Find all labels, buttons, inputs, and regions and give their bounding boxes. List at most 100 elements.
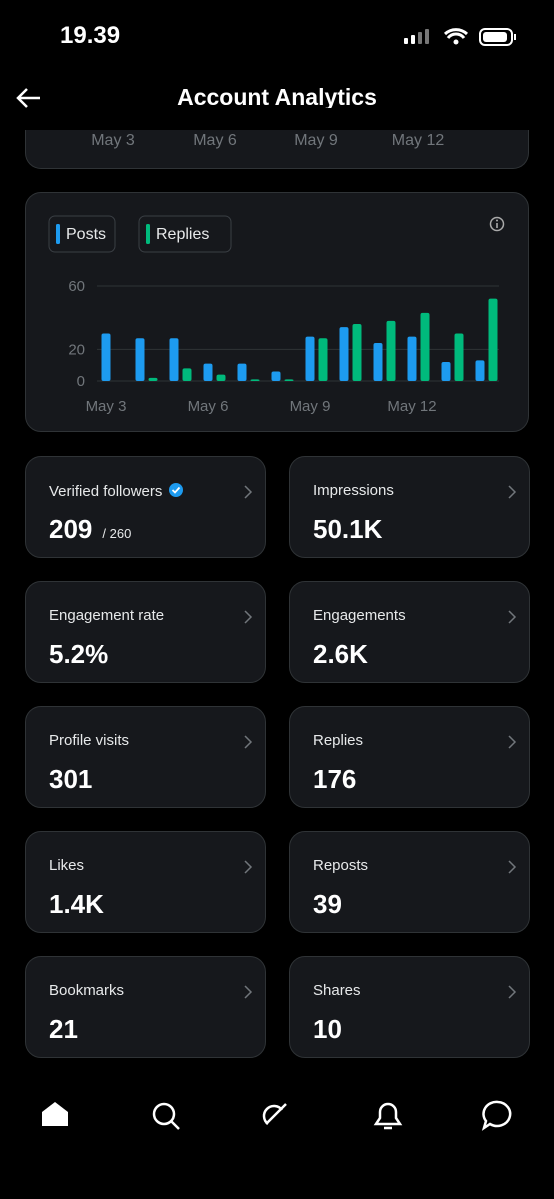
verified-badge: [162, 483, 184, 500]
stat-card[interactable]: Impressions 50.1K: [289, 456, 530, 558]
notifications-icon[interactable]: [373, 1102, 403, 1130]
grok-icon[interactable]: [262, 1103, 287, 1125]
search-icon[interactable]: [152, 1102, 176, 1126]
stat-number: 21: [49, 1014, 78, 1044]
stat-number: 209: [49, 514, 93, 544]
bar: [135, 338, 145, 381]
stat-card[interactable]: Verified followers 209 / 260: [25, 456, 266, 558]
bar: [441, 362, 451, 381]
bar: [352, 324, 362, 381]
bar: [318, 338, 328, 381]
chevron: [507, 735, 517, 754]
bar: [284, 379, 294, 381]
stat-card[interactable]: Engagements 2.6K: [289, 581, 530, 683]
chevron: [243, 735, 253, 754]
legend-box: [48, 215, 116, 253]
x-label: May 9: [294, 132, 338, 149]
stat-number: 301: [49, 764, 93, 794]
stat-card[interactable]: Replies 176: [289, 706, 530, 808]
stat-number: 1.4K: [49, 889, 104, 919]
stat-card[interactable]: Likes 1.4K: [25, 831, 266, 933]
stat-value: 176: [313, 764, 356, 795]
stat-number: 5.2%: [49, 639, 109, 669]
bar: [488, 298, 498, 381]
legend-item: Replies: [138, 215, 232, 253]
stat-value: 5.2%: [49, 639, 108, 670]
stat-label: Shares: [313, 982, 361, 999]
stat-value: 21: [49, 1014, 78, 1045]
bar: [148, 377, 158, 381]
stat-number: 50.1K: [313, 514, 383, 544]
status-time: 19.39: [60, 22, 121, 49]
legend-label: Posts: [66, 226, 106, 243]
bar: [386, 320, 396, 381]
stat-label: Likes: [49, 857, 85, 874]
stat-label: Engagement rate: [49, 607, 165, 624]
page-title: Account Analytics: [177, 84, 377, 110]
stat-label: Impressions: [313, 482, 394, 499]
chart: Posts Replies 0 20 60 May 3 May 6 May 9 May 12: [48, 215, 505, 415]
x-tick-label: May 12: [387, 398, 436, 415]
stat-label: Profile visits: [49, 732, 130, 749]
header-mask: [0, 108, 554, 130]
stat-card[interactable]: Shares 10: [289, 956, 530, 1058]
stat-label: Replies: [313, 732, 364, 749]
messages-icon[interactable]: [481, 1100, 512, 1131]
legend-swatch: [146, 224, 150, 244]
stat-value: 2.6K: [313, 639, 368, 670]
chevron: [243, 985, 253, 1004]
info-icon[interactable]: [489, 216, 505, 232]
stat-card[interactable]: Engagement rate 5.2%: [25, 581, 266, 683]
bar: [339, 327, 349, 381]
stat-value: 301: [49, 764, 92, 795]
legend-item: Posts: [48, 215, 116, 253]
stat-value: 209 / 260: [49, 514, 131, 545]
chevron: [243, 485, 253, 504]
bottom-nav: [42, 1100, 512, 1131]
bar: [271, 371, 281, 381]
chevron: [243, 860, 253, 879]
bar: [305, 336, 315, 381]
stat-label: Verified followers: [49, 482, 184, 500]
stat-label: Engagements: [313, 607, 406, 624]
info-icon-dot: [496, 219, 498, 222]
bar: [203, 363, 213, 381]
bar: [454, 333, 464, 381]
stat-number: 2.6K: [313, 639, 368, 669]
x-label: May 3: [91, 132, 135, 149]
bar: [101, 333, 111, 381]
stat-label: Reposts: [313, 857, 369, 874]
stat-total: / 260: [102, 526, 132, 541]
stat-value: 50.1K: [313, 514, 382, 545]
bar: [373, 343, 383, 381]
x-label: May 6: [193, 132, 237, 149]
y-tick-label: 20: [68, 341, 85, 358]
bar: [475, 360, 485, 381]
chevron: [507, 985, 517, 1004]
info-icon-dot: [496, 223, 498, 228]
x-tick-label: May 6: [188, 398, 229, 415]
stat-value: 10: [313, 1014, 342, 1045]
bar: [407, 336, 417, 381]
stat-number: 176: [313, 764, 357, 794]
y-tick-label: 0: [77, 373, 85, 390]
stat-value: 1.4K: [49, 889, 104, 920]
chart-card: [25, 192, 529, 432]
home-icon[interactable]: [42, 1102, 68, 1126]
y-tick-label: 60: [68, 278, 85, 295]
legend-swatch: [56, 224, 60, 244]
legend-label: Replies: [156, 226, 209, 243]
back-button[interactable]: [14, 86, 42, 110]
stat-value: 39: [313, 889, 342, 920]
chevron: [507, 860, 517, 879]
stat-card[interactable]: Bookmarks 21: [25, 956, 266, 1058]
bar: [237, 363, 247, 381]
chevron: [507, 610, 517, 629]
stat-card[interactable]: Reposts 39: [289, 831, 530, 933]
stat-number: 10: [313, 1014, 342, 1044]
bar: [169, 338, 179, 381]
bar: [420, 312, 430, 381]
stat-card[interactable]: Profile visits 301: [25, 706, 266, 808]
chevron: [507, 485, 517, 504]
search-icon-handle: [170, 1120, 180, 1130]
